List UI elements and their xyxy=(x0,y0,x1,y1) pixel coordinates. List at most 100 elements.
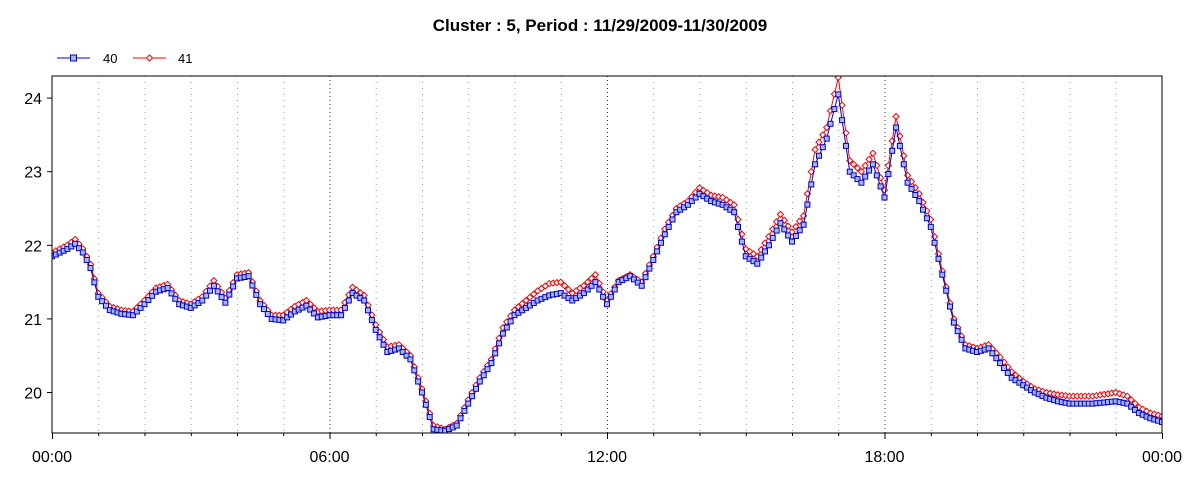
data-point-40 xyxy=(311,310,318,317)
data-point-40 xyxy=(338,312,345,319)
data-point-40 xyxy=(912,192,919,198)
x-tick-label: 00:00 xyxy=(1142,449,1182,466)
data-point-40 xyxy=(399,349,406,355)
legend: 40 41 xyxy=(57,51,192,66)
data-point-40 xyxy=(947,303,953,310)
data-point-40 xyxy=(885,171,892,178)
data-point-40 xyxy=(403,352,410,359)
data-point-40 xyxy=(735,223,741,230)
y-tick-label: 22 xyxy=(24,238,42,255)
data-point-40 xyxy=(168,290,175,297)
data-point-40 xyxy=(950,319,957,326)
data-point-40 xyxy=(376,334,383,341)
data-point-40 xyxy=(368,317,375,324)
data-point-40 xyxy=(985,345,992,352)
data-point-40 xyxy=(395,345,402,352)
data-point-40 xyxy=(758,254,765,261)
data-point-40 xyxy=(916,198,923,205)
data-point-40 xyxy=(823,135,830,142)
data-point-41 xyxy=(560,282,569,290)
data-point-40 xyxy=(484,366,491,373)
data-point-40 xyxy=(1124,400,1131,407)
data-point-40 xyxy=(631,276,637,283)
data-point-40 xyxy=(469,393,476,400)
data-point-40 xyxy=(873,172,880,179)
data-point-40 xyxy=(896,142,903,149)
data-point-40 xyxy=(1167,421,1172,426)
data-point-40 xyxy=(781,226,788,233)
legend-marker-41 xyxy=(145,54,154,62)
data-point-40 xyxy=(646,265,653,272)
legend-label-41: 41 xyxy=(178,51,192,66)
data-point-40 xyxy=(866,167,873,174)
data-point-41 xyxy=(557,278,565,286)
data-point-41 xyxy=(776,210,785,219)
data-point-40 xyxy=(203,292,210,299)
legend-item-41: 41 xyxy=(133,51,192,66)
data-point-41 xyxy=(530,290,538,298)
data-point-40 xyxy=(600,293,607,300)
data-point-40 xyxy=(1128,403,1135,410)
data-point-40 xyxy=(927,223,934,230)
grid xyxy=(98,76,1117,433)
data-point-40 xyxy=(893,124,900,131)
data-point-40 xyxy=(230,283,237,290)
data-point-40 xyxy=(920,206,926,213)
data-point-40 xyxy=(137,304,144,311)
data-point-40 xyxy=(862,173,869,180)
data-point-41 xyxy=(853,164,862,172)
data-point-40 xyxy=(1163,420,1168,425)
data-point-41 xyxy=(1163,413,1169,419)
data-point-40 xyxy=(307,306,314,313)
data-point-40 xyxy=(773,227,780,234)
data-point-40 xyxy=(993,355,1000,362)
data-point-40 xyxy=(923,215,930,222)
data-point-40 xyxy=(831,106,838,113)
data-point-41 xyxy=(849,160,858,169)
data-point-40 xyxy=(79,249,86,256)
data-point-40 xyxy=(249,282,256,289)
series-40 xyxy=(52,91,1172,433)
data-point-40 xyxy=(754,260,761,267)
data-point-40 xyxy=(1159,419,1162,425)
data-point-40 xyxy=(83,257,90,263)
data-point-40 xyxy=(850,172,857,179)
x-tick-label: 12:00 xyxy=(587,449,627,466)
data-point-40 xyxy=(584,286,591,293)
data-point-40 xyxy=(210,282,217,289)
data-point-40 xyxy=(650,257,657,263)
data-point-40 xyxy=(731,209,738,216)
data-point-40 xyxy=(881,194,888,201)
legend-item-40: 40 xyxy=(57,51,117,66)
data-point-41 xyxy=(869,149,877,157)
data-point-40 xyxy=(214,288,221,295)
data-point-40 xyxy=(207,287,213,294)
data-point-41 xyxy=(865,155,873,164)
data-point-41 xyxy=(861,161,869,170)
data-point-40 xyxy=(642,274,649,281)
data-point-40 xyxy=(133,308,140,315)
data-point-40 xyxy=(769,234,776,241)
data-point-40 xyxy=(954,328,961,335)
data-point-40 xyxy=(858,179,865,186)
data-point-40 xyxy=(688,198,695,205)
data-point-40 xyxy=(453,422,460,429)
data-point-40 xyxy=(1004,369,1011,376)
data-point-40 xyxy=(345,297,352,304)
data-point-40 xyxy=(604,301,610,308)
data-point-40 xyxy=(407,356,414,363)
data-point-40 xyxy=(253,291,260,298)
data-point-40 xyxy=(103,302,109,309)
data-point-40 xyxy=(989,350,996,357)
data-point-40 xyxy=(665,223,672,230)
data-point-40 xyxy=(473,385,479,392)
data-point-40 xyxy=(507,318,514,325)
legend-label-40: 40 xyxy=(103,51,117,66)
data-point-40 xyxy=(846,168,853,175)
data-point-40 xyxy=(908,185,915,192)
data-point-40 xyxy=(785,232,792,239)
data-point-41 xyxy=(1167,414,1173,420)
data-point-40 xyxy=(804,201,811,208)
data-point-40 xyxy=(654,248,661,255)
data-point-40 xyxy=(145,297,152,303)
